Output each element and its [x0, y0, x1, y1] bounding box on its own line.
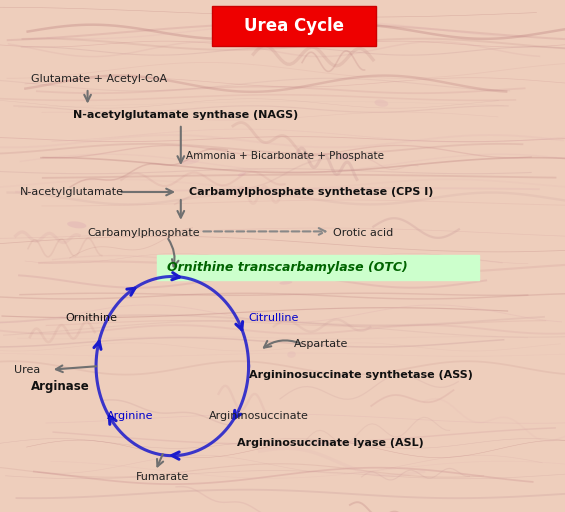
Ellipse shape — [316, 440, 328, 445]
FancyBboxPatch shape — [212, 6, 376, 46]
Text: Ornithine: Ornithine — [65, 313, 117, 324]
Ellipse shape — [280, 281, 292, 285]
Ellipse shape — [375, 99, 388, 107]
Text: Urea Cycle: Urea Cycle — [244, 16, 344, 35]
Ellipse shape — [179, 159, 199, 165]
Text: Arginase: Arginase — [31, 380, 90, 393]
Text: Carbamylphosphate synthetase (CPS I): Carbamylphosphate synthetase (CPS I) — [189, 187, 434, 197]
Text: Carbamylphosphate: Carbamylphosphate — [88, 228, 200, 238]
Text: Citrulline: Citrulline — [249, 313, 299, 324]
Ellipse shape — [287, 351, 296, 358]
Text: Argininosuccinate: Argininosuccinate — [209, 411, 309, 421]
Ellipse shape — [337, 153, 351, 160]
Text: Aspartate: Aspartate — [294, 339, 348, 349]
Text: Argininosuccinate synthetase (ASS): Argininosuccinate synthetase (ASS) — [249, 370, 472, 380]
Ellipse shape — [67, 221, 86, 228]
Text: N-acetylglutamate synthase (NAGS): N-acetylglutamate synthase (NAGS) — [73, 110, 299, 120]
Text: Orotic acid: Orotic acid — [333, 228, 394, 238]
Text: Arginine: Arginine — [107, 411, 154, 421]
Text: Argininosuccinate lyase (ASL): Argininosuccinate lyase (ASL) — [237, 438, 424, 448]
Text: Fumarate: Fumarate — [136, 472, 189, 482]
Text: Ammonia + Bicarbonate + Phosphate: Ammonia + Bicarbonate + Phosphate — [186, 151, 384, 161]
Text: Urea: Urea — [14, 365, 40, 375]
Ellipse shape — [238, 172, 246, 176]
Text: Glutamate + Acetyl-CoA: Glutamate + Acetyl-CoA — [31, 74, 167, 84]
Text: Ornithine transcarbamylase (OTC): Ornithine transcarbamylase (OTC) — [167, 261, 407, 274]
FancyBboxPatch shape — [157, 255, 479, 280]
Text: N-acetylglutamate: N-acetylglutamate — [20, 187, 124, 197]
